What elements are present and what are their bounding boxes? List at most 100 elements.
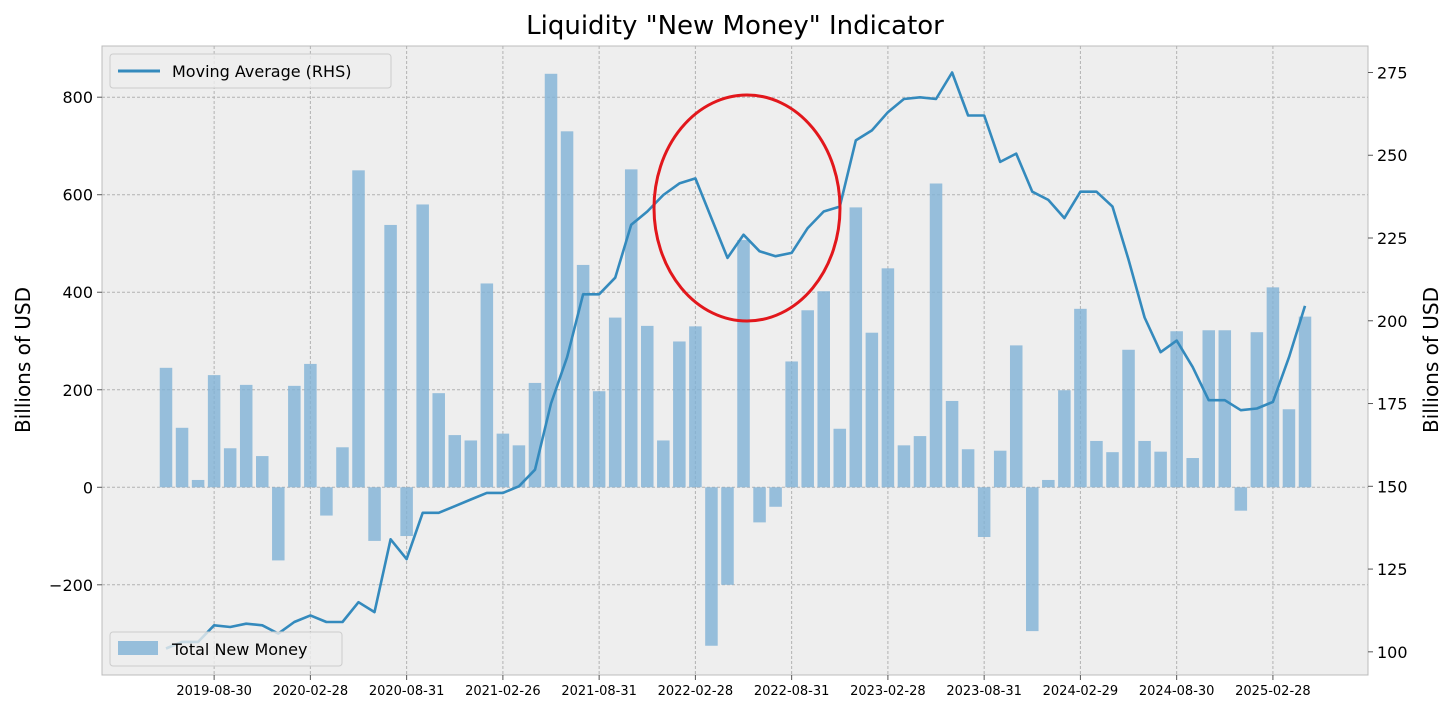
legend-bars: Total New Money bbox=[109, 631, 343, 667]
bar bbox=[929, 183, 943, 488]
bar bbox=[1122, 349, 1135, 488]
bar bbox=[1154, 451, 1167, 488]
bar bbox=[737, 240, 750, 488]
bar bbox=[175, 427, 189, 488]
y-right-tick-label: 250 bbox=[1377, 146, 1408, 165]
bar bbox=[1026, 487, 1039, 632]
bar bbox=[1058, 390, 1071, 488]
x-tick-label: 2025-02-28 bbox=[1235, 684, 1311, 699]
bar bbox=[239, 384, 253, 488]
bar bbox=[961, 449, 975, 488]
bar bbox=[560, 131, 574, 488]
bar bbox=[801, 310, 814, 488]
y-tick-label: 400 bbox=[62, 283, 93, 302]
bar bbox=[1218, 330, 1232, 488]
bar bbox=[352, 170, 365, 488]
left-axis: −200 0 200 400 600 800 bbox=[49, 88, 102, 595]
bar bbox=[288, 385, 301, 488]
bar bbox=[416, 204, 429, 488]
bar bbox=[641, 325, 654, 488]
bar bbox=[897, 445, 911, 488]
bar bbox=[336, 447, 349, 488]
bar bbox=[689, 326, 702, 488]
annotation-ellipse bbox=[652, 93, 842, 323]
bar bbox=[705, 487, 718, 646]
legend-line: Moving Average (RHS) bbox=[109, 53, 392, 89]
bar bbox=[496, 433, 510, 488]
y-tick-label: 0 bbox=[83, 478, 93, 497]
bar bbox=[769, 487, 782, 507]
bar bbox=[608, 317, 622, 488]
plot-background bbox=[101, 45, 1369, 676]
bar bbox=[368, 487, 381, 541]
x-tick-label: 2023-08-31 bbox=[946, 684, 1022, 699]
line-layer bbox=[165, 71, 1307, 650]
bar bbox=[1266, 287, 1280, 488]
bar bbox=[1202, 330, 1216, 488]
legend-line-box bbox=[109, 53, 392, 89]
moving-average-line bbox=[165, 71, 1307, 650]
y-axis-title-left: Billions of USD bbox=[11, 287, 35, 433]
bar bbox=[1234, 487, 1248, 511]
x-axis: 2019-08-30 2020-02-28 2020-08-31 2021-02-26… bbox=[176, 675, 1311, 699]
bar bbox=[1090, 440, 1103, 488]
bar bbox=[1106, 452, 1119, 488]
y-right-tick-label: 275 bbox=[1377, 63, 1408, 82]
bar bbox=[753, 487, 766, 523]
x-tick-label: 2021-02-26 bbox=[465, 684, 541, 699]
bar bbox=[817, 291, 830, 488]
bar bbox=[881, 268, 895, 488]
legend-bars-label: Total New Money bbox=[171, 640, 307, 659]
bar bbox=[159, 367, 173, 488]
bar bbox=[673, 341, 686, 488]
legend-bars-swatch bbox=[118, 641, 158, 655]
bar bbox=[833, 428, 847, 488]
bar bbox=[785, 361, 798, 488]
bar bbox=[865, 332, 879, 488]
bar bbox=[576, 264, 590, 488]
chart-title: Liquidity "New Money" Indicator bbox=[526, 11, 944, 41]
x-tick-label: 2019-08-30 bbox=[176, 684, 252, 699]
bar bbox=[592, 391, 606, 488]
bar bbox=[1138, 440, 1151, 488]
bar bbox=[512, 445, 526, 488]
bar bbox=[945, 400, 959, 488]
y-axis-title-right: Billions of USD bbox=[1419, 287, 1443, 433]
bar bbox=[464, 440, 478, 488]
x-tick-label: 2024-08-30 bbox=[1139, 684, 1215, 699]
bar bbox=[528, 382, 542, 488]
bar bbox=[849, 207, 863, 488]
x-tick-label: 2020-02-28 bbox=[273, 684, 349, 699]
y-right-tick-label: 200 bbox=[1377, 312, 1408, 331]
bar bbox=[207, 375, 221, 488]
bar bbox=[1074, 308, 1087, 488]
x-tick-label: 2021-08-31 bbox=[561, 684, 637, 699]
bar bbox=[304, 363, 317, 488]
y-right-tick-label: 175 bbox=[1377, 395, 1408, 414]
bar bbox=[1186, 458, 1199, 488]
y-tick-label: 600 bbox=[62, 186, 93, 205]
x-tick-label: 2024-02-29 bbox=[1043, 684, 1119, 699]
bar bbox=[977, 487, 991, 538]
bar bbox=[657, 440, 670, 488]
bar bbox=[1009, 345, 1023, 488]
bars-layer bbox=[159, 73, 1312, 646]
right-axis: 100 125 150 175 200 225 250 275 bbox=[1368, 63, 1408, 662]
y-tick-label: 200 bbox=[62, 381, 93, 400]
y-right-tick-label: 150 bbox=[1377, 477, 1408, 496]
bar bbox=[1282, 409, 1296, 488]
bar bbox=[1298, 316, 1312, 488]
bar bbox=[432, 393, 445, 488]
bar bbox=[624, 169, 638, 488]
legend-line-label: Moving Average (RHS) bbox=[172, 62, 351, 81]
bar bbox=[191, 479, 205, 488]
y-right-tick-label: 100 bbox=[1377, 643, 1408, 662]
bar bbox=[1170, 331, 1183, 488]
x-tick-label: 2022-02-28 bbox=[658, 684, 734, 699]
bar bbox=[448, 435, 462, 488]
x-tick-label: 2020-08-31 bbox=[369, 684, 445, 699]
bar bbox=[384, 224, 397, 488]
x-tick-label: 2022-08-31 bbox=[754, 684, 830, 699]
y-tick-label: −200 bbox=[49, 576, 93, 595]
